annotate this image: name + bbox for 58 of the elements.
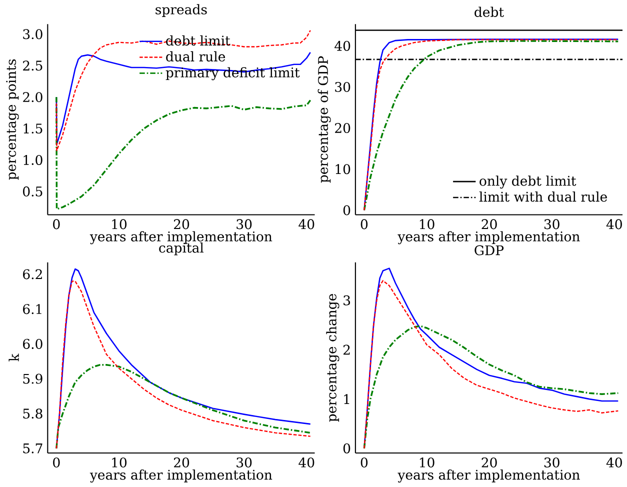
x-tick-label: 30 xyxy=(544,458,560,468)
x-axis-title: years after implementation xyxy=(90,470,272,483)
y-tick-label: 6.1 xyxy=(23,304,42,314)
legend-label: only debt limit xyxy=(480,176,576,189)
x-axis-title: years after implementation xyxy=(90,231,272,244)
x-tick-label: 40 xyxy=(606,219,622,230)
x-axis-title: years after implementation xyxy=(398,470,580,483)
chart-title: spreads xyxy=(156,4,207,18)
x-tick-label: 10 xyxy=(420,219,434,230)
y-axis-title: k xyxy=(8,354,19,362)
x-tick-label: 10 xyxy=(112,458,127,468)
y-axis-title: percentage change xyxy=(326,294,340,422)
y-tick-label: 5.8 xyxy=(23,408,42,419)
x-tick-label: 10 xyxy=(112,219,127,230)
x-tick-label: 10 xyxy=(420,458,434,468)
y-tick-label: 3.0 xyxy=(23,29,42,40)
y-axis-title: percentage points xyxy=(6,60,19,180)
legend-label: limit with dual rule xyxy=(479,192,607,202)
y-tick-label: 2 xyxy=(343,344,350,355)
y-tick-label: 6.0 xyxy=(23,339,42,350)
y-tick-label: 2.5 xyxy=(23,60,42,71)
y-tick-label: 1.0 xyxy=(24,155,42,166)
chart-title: debt xyxy=(474,6,504,18)
y-tick-label: 5.7 xyxy=(23,444,42,454)
x-tick-label: 30 xyxy=(236,219,252,230)
x-tick-label: 30 xyxy=(544,219,560,230)
x-tick-label: 0 xyxy=(53,219,60,230)
y-tick-label: 40 xyxy=(334,41,350,52)
y-axis-title: percentage of GDP xyxy=(318,56,331,183)
x-tick-label: 40 xyxy=(606,458,622,468)
chart-title: capital xyxy=(159,242,204,256)
line-series xyxy=(56,30,311,152)
legend-label: dual rule xyxy=(166,51,226,62)
y-tick-label: 5.9 xyxy=(23,374,42,384)
y-tick-label: 0 xyxy=(343,205,350,216)
y-tick-label: 1 xyxy=(344,394,350,404)
x-tick-label: 40 xyxy=(298,219,314,230)
x-tick-label: 40 xyxy=(298,458,314,468)
y-tick-label: 30 xyxy=(335,82,350,92)
x-tick-label: 30 xyxy=(236,458,252,468)
y-tick-label: 10 xyxy=(336,164,350,174)
y-tick-label: 3 xyxy=(344,295,350,306)
y-tick-label: 20 xyxy=(335,123,350,134)
y-tick-label: 0.5 xyxy=(23,186,42,197)
x-tick-label: 20 xyxy=(174,458,190,468)
x-tick-label: 0 xyxy=(360,219,368,230)
x-axis-title: years after implementation xyxy=(398,231,580,244)
y-tick-label: 1.5 xyxy=(24,124,42,134)
x-tick-label: 0 xyxy=(53,458,60,468)
y-tick-label: 0 xyxy=(343,443,350,454)
line-series xyxy=(56,52,312,146)
x-tick-label: 20 xyxy=(174,219,190,230)
x-tick-label: 20 xyxy=(482,458,497,468)
x-tick-label: 0 xyxy=(360,458,368,468)
chart-title: GDP xyxy=(474,245,504,256)
x-tick-label: 20 xyxy=(482,219,497,230)
y-tick-label: 6.2 xyxy=(23,269,42,280)
y-tick-label: 2.0 xyxy=(23,92,42,102)
